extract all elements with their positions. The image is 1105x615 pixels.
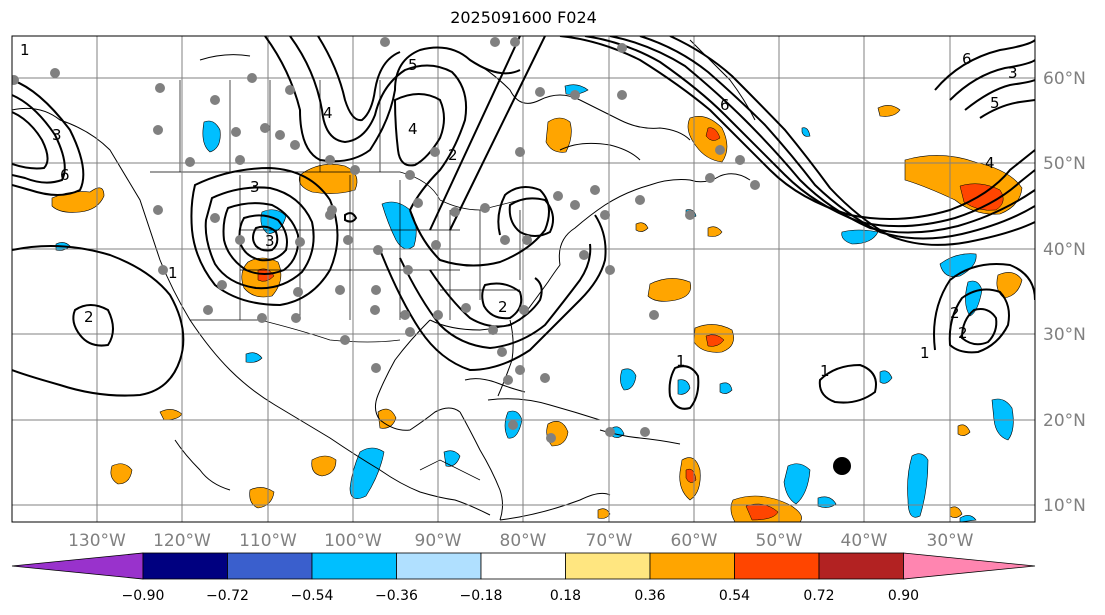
contour-label: 6 [60, 166, 70, 184]
colorbar-tick-label: −0.18 [460, 588, 503, 604]
colorbar-tick-label: 0.90 [888, 588, 919, 604]
lat-label: 40°N [1043, 240, 1086, 260]
colorbar-tick-label: 0.36 [634, 588, 665, 604]
longitude-labels: 130°W 120°W 110°W 100°W 90°W 80°W 70°W 6… [68, 531, 974, 551]
colorbar-tick-label: 0.72 [803, 588, 834, 604]
colorbar-bin [396, 552, 482, 580]
colorbar-bin [311, 552, 397, 580]
colorbar-bin [734, 552, 820, 580]
lon-label: 40°W [841, 531, 888, 551]
station-markers [12, 37, 760, 443]
contour-label: 2 [958, 324, 968, 342]
contour-label: 2 [498, 298, 508, 316]
contour-label: 2 [84, 308, 94, 326]
negative-anomaly-regions [55, 84, 1014, 522]
lon-label: 50°W [756, 531, 803, 551]
lon-label: 110°W [239, 531, 297, 551]
lat-label: 20°N [1043, 411, 1086, 431]
contour-label: 5 [990, 94, 1000, 112]
contour-label: 1 [168, 264, 178, 282]
contour-label: 3 [250, 178, 260, 196]
contour-label: 3 [52, 126, 62, 144]
colorbar-bin [565, 552, 651, 580]
lon-label: 120°W [153, 531, 211, 551]
lon-label: 100°W [324, 531, 382, 551]
lon-label: 90°W [415, 531, 462, 551]
contour-label: 4 [408, 120, 418, 138]
colorbar-bin [11, 552, 144, 580]
lon-label: 80°W [500, 531, 547, 551]
lat-label: 30°N [1043, 325, 1086, 345]
contour-label: 3 [265, 232, 275, 250]
contour-label: 2 [448, 146, 458, 164]
marker-dot [833, 457, 851, 475]
contour-lines [12, 36, 1035, 410]
colorbar-tick-label: −0.72 [206, 588, 249, 604]
map-frame [11, 35, 1036, 523]
contour-label: 3 [1008, 64, 1018, 82]
colorbar-tick-label: 0.18 [550, 588, 581, 604]
political-borders [150, 80, 521, 481]
lon-label: 60°W [671, 531, 718, 551]
colorbar-tick-label: 0.54 [719, 588, 750, 604]
colorbar-tick-label: −0.36 [375, 588, 418, 604]
lon-label: 30°W [927, 531, 974, 551]
contour-label: 2 [950, 304, 960, 322]
colorbar-bin [480, 552, 566, 580]
colorbar-bin [142, 552, 228, 580]
contour-label: 1 [920, 344, 930, 362]
lon-label: 70°W [586, 531, 633, 551]
contour-label: 4 [323, 104, 333, 122]
contour-label: 1 [820, 362, 830, 380]
colorbar-bin [649, 552, 735, 580]
lon-label: 130°W [68, 531, 126, 551]
colorbar-labels: −0.90 −0.72 −0.54 −0.36 −0.18 0.18 0.36 … [122, 588, 920, 604]
lat-label: 10°N [1043, 496, 1086, 516]
contour-labels: 1 3 6 4 5 2 1 3 4 2 2 3 1 1 2 4 6 5 3 2 … [20, 41, 1018, 380]
colorbar-bin [818, 552, 904, 580]
contour-label: 6 [962, 50, 972, 68]
colorbar-tick-label: −0.54 [291, 588, 334, 604]
colorbar-bin [903, 552, 1036, 580]
contour-label: 6 [720, 96, 730, 114]
contour-label: 1 [20, 41, 30, 59]
strong-positive-anomaly-regions [257, 127, 1004, 521]
latitude-labels: 60°N 50°N 40°N 30°N 20°N 10°N [1043, 69, 1086, 516]
colorbar [11, 552, 1036, 580]
map-title: 2025091600 F024 [450, 8, 597, 27]
colorbar-tick-label: −0.90 [122, 588, 165, 604]
colorbar-bin [227, 552, 313, 580]
lat-label: 50°N [1043, 154, 1086, 174]
map-content: 1 3 6 4 5 2 1 3 4 2 2 3 1 1 2 4 6 5 3 2 … [12, 36, 1035, 522]
contour-label: 5 [408, 56, 418, 74]
contour-label: 1 [676, 352, 686, 370]
lat-label: 60°N [1043, 69, 1086, 89]
contour-label: 4 [985, 154, 995, 172]
